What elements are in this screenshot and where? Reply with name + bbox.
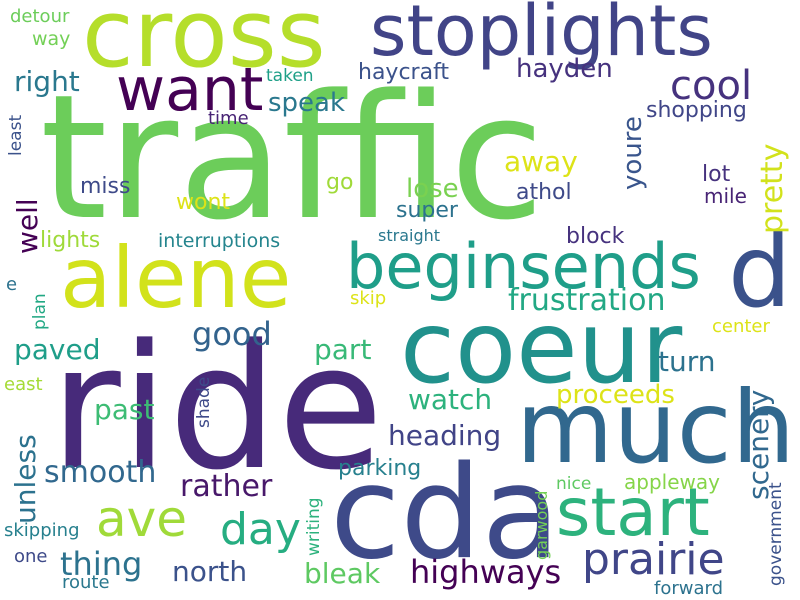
word-forward: forward [654,578,724,599]
word-cool: cool [670,63,753,109]
word-shade: shade [194,376,214,428]
word-prairie: prairie [582,534,725,585]
word-lights: lights [40,228,101,253]
word-miss: miss [80,174,131,199]
word-traffic: traffic [40,57,545,258]
word-center: center [712,316,770,337]
word-thing: thing [60,545,143,583]
word-paved: paved [14,333,101,366]
word-good: good [192,315,272,353]
word-speak: speak [268,88,346,118]
word-day: day [220,504,301,555]
word-beginsends: beginsends [346,230,701,303]
word-plan: plan [30,293,50,330]
word-want: want [116,55,264,125]
word-right: right [14,65,80,98]
word-turn: turn [658,345,716,378]
word-coeur: coeur [400,289,683,406]
word-north: north [172,555,248,588]
word-heading: heading [388,419,502,452]
word-shopping: shopping [646,98,747,123]
word-parking: parking [338,456,422,481]
word-rather: rather [180,469,273,504]
word-straight: straight [378,226,441,245]
word-d: d [728,213,792,330]
word-ave: ave [96,490,187,548]
word-unless: unless [9,434,42,524]
word-wont: wont [176,190,231,215]
word-lose: lose [406,174,459,204]
word-ride: ride [50,307,384,508]
word-alene: alene [60,229,292,327]
word-way: way [32,28,71,50]
word-highways: highways [410,553,562,591]
word-lot: lot [702,162,731,187]
word-go: go [326,170,354,195]
word-writing: writing [304,497,324,556]
word-cross: cross [82,0,326,89]
word-skipping: skipping [4,520,80,541]
word-taken: taken [266,66,314,86]
word-e: e [6,274,18,295]
word-well: well [11,198,44,254]
word-time: time [208,108,249,129]
word-super: super [396,198,458,223]
word-away: away [504,145,578,178]
word-hayden: hayden [516,54,613,84]
word-skip: skip [350,288,387,309]
word-cda: cda [330,439,561,588]
word-detour: detour [10,6,70,27]
word-block: block [566,224,625,249]
word-athol: athol [516,180,572,205]
word-least: least [6,114,26,156]
word-bleak: bleak [304,557,381,590]
word-east: east [4,374,43,395]
word-interruptions: interruptions [158,230,281,252]
word-government: government [766,482,786,586]
word-appleway: appleway [624,470,720,494]
word-nice: nice [556,474,592,494]
word-start: start [556,474,710,551]
word-mile: mile [704,184,747,208]
word-stoplights: stoplights [370,0,713,72]
word-haycraft: haycraft [358,60,450,85]
word-one: one [14,546,48,567]
word-watch: watch [408,383,493,416]
word-past: past [94,393,155,426]
word-pretty: pretty [755,143,790,234]
word-much: much [516,369,796,486]
word-smooth: smooth [44,455,157,490]
word-part: part [314,333,372,366]
word-garwood: garwood [532,490,551,560]
word-youre: youre [618,116,648,190]
word-frustration: frustration [508,283,666,318]
word-proceeds: proceeds [556,380,675,410]
word-route: route [62,572,110,593]
